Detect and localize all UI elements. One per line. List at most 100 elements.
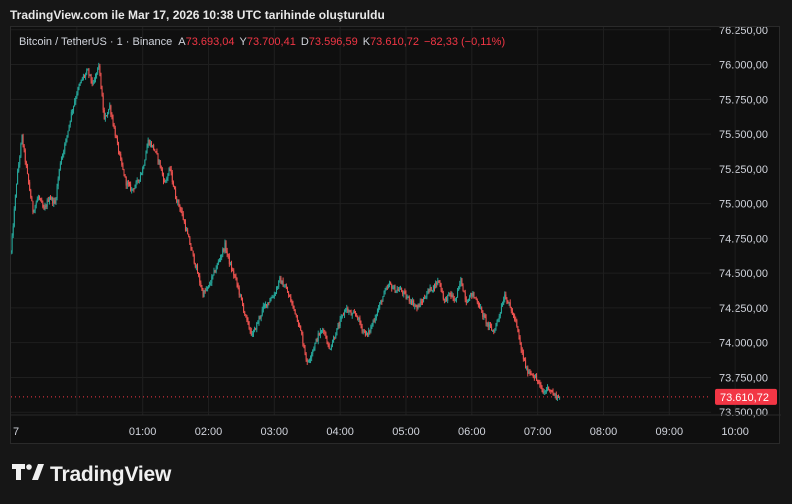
candle-body (464, 292, 466, 300)
candle-body (136, 180, 138, 182)
candle-body (348, 311, 350, 313)
candle-body (42, 202, 44, 208)
candle-body (24, 149, 26, 162)
candle-body (278, 280, 280, 287)
candle-body (147, 139, 149, 147)
candle-body (225, 242, 227, 252)
candle-body (36, 198, 38, 203)
candle-body (239, 294, 241, 296)
candle-body (520, 343, 522, 350)
candle-body (378, 307, 380, 311)
candle-body (268, 302, 270, 304)
close-label: K (362, 36, 371, 48)
candle-body (510, 306, 512, 311)
candle-body (189, 237, 191, 245)
candle-body (383, 291, 385, 297)
symbol-label[interactable]: Bitcoin / TetherUS · 1 · Binance (19, 36, 173, 48)
candle-body (222, 249, 224, 255)
candle-body (11, 251, 12, 253)
candle-body (502, 304, 504, 307)
candle-body (59, 163, 61, 170)
candle-body (370, 326, 372, 332)
candle-body (271, 297, 273, 299)
candle-body (405, 292, 407, 298)
low-value: 73.596,59 (308, 36, 358, 48)
y-tick-label: 74.000,00 (719, 338, 768, 350)
candle-body (192, 250, 194, 255)
candle-body (89, 74, 91, 76)
candle-body (551, 391, 553, 393)
candle-body (163, 174, 165, 182)
candle-body (232, 270, 234, 272)
candle-body (514, 315, 516, 320)
candle-body (114, 127, 116, 137)
candle-body (52, 197, 54, 204)
candlestick-chart[interactable]: 73.500,00 73.750,00 74.000,00 74.250,00 74.5… (11, 27, 781, 445)
candle-body (523, 359, 525, 361)
candle-body (286, 288, 288, 293)
candle-body (181, 210, 183, 214)
candle-body (112, 117, 114, 126)
candle-body (121, 159, 123, 166)
candle-body (285, 286, 287, 289)
candle-body (157, 153, 159, 162)
candle-body (11, 235, 13, 252)
y-tick-label: 76.250,00 (719, 27, 768, 37)
candle-body (369, 330, 371, 332)
candle-body (483, 314, 485, 317)
candle-body (342, 314, 344, 316)
x-tick-label: 04:00 (326, 426, 354, 438)
candle-body (386, 287, 388, 289)
chart-frame[interactable]: 73.500,00 73.750,00 74.000,00 74.250,00 74.5… (10, 26, 781, 445)
candle-body (538, 381, 540, 384)
candle-body (543, 391, 545, 394)
candle-body (406, 297, 408, 299)
candle-body (475, 297, 477, 300)
candle-body (505, 294, 507, 300)
candle-body (40, 198, 42, 200)
candle-body (76, 93, 78, 98)
candle-body (531, 373, 533, 375)
candle-body (536, 376, 538, 380)
candle-body (304, 348, 306, 354)
candle-body (51, 197, 53, 200)
candle-body (238, 287, 240, 295)
candle-body (134, 186, 136, 190)
candle-body (450, 293, 452, 297)
candle-body (39, 196, 41, 199)
candle-body (168, 169, 170, 175)
candle-body (497, 318, 499, 321)
candle-body (314, 343, 316, 349)
candle-body (33, 210, 35, 212)
candle-body (23, 145, 25, 150)
candle-body (515, 319, 517, 321)
candle-body (28, 173, 30, 183)
candle-body (141, 172, 143, 175)
candle-body (17, 171, 19, 185)
candle-body (236, 277, 238, 285)
candle-body (330, 346, 332, 350)
candle-body (473, 293, 475, 298)
candle-body (205, 289, 207, 291)
candle-body (429, 287, 431, 291)
candle-body (443, 298, 445, 301)
last-price-tag (715, 388, 777, 405)
candle-body (200, 282, 202, 287)
candle-body (463, 291, 465, 293)
candle-body (145, 153, 147, 160)
candle-body (382, 296, 384, 302)
candle-body (460, 278, 462, 284)
candle-body (206, 286, 208, 290)
x-tick-label: 06:00 (458, 426, 486, 438)
candle-body (308, 359, 310, 362)
candle-body (446, 297, 448, 301)
candle-body (116, 138, 118, 143)
candle-body (297, 321, 299, 326)
candle-body (256, 322, 258, 330)
candle-body (532, 374, 534, 378)
candle-body (518, 331, 520, 338)
candle-body (455, 297, 457, 300)
candle-body (521, 349, 523, 353)
candle-body (498, 316, 500, 319)
candle-body (60, 158, 62, 164)
